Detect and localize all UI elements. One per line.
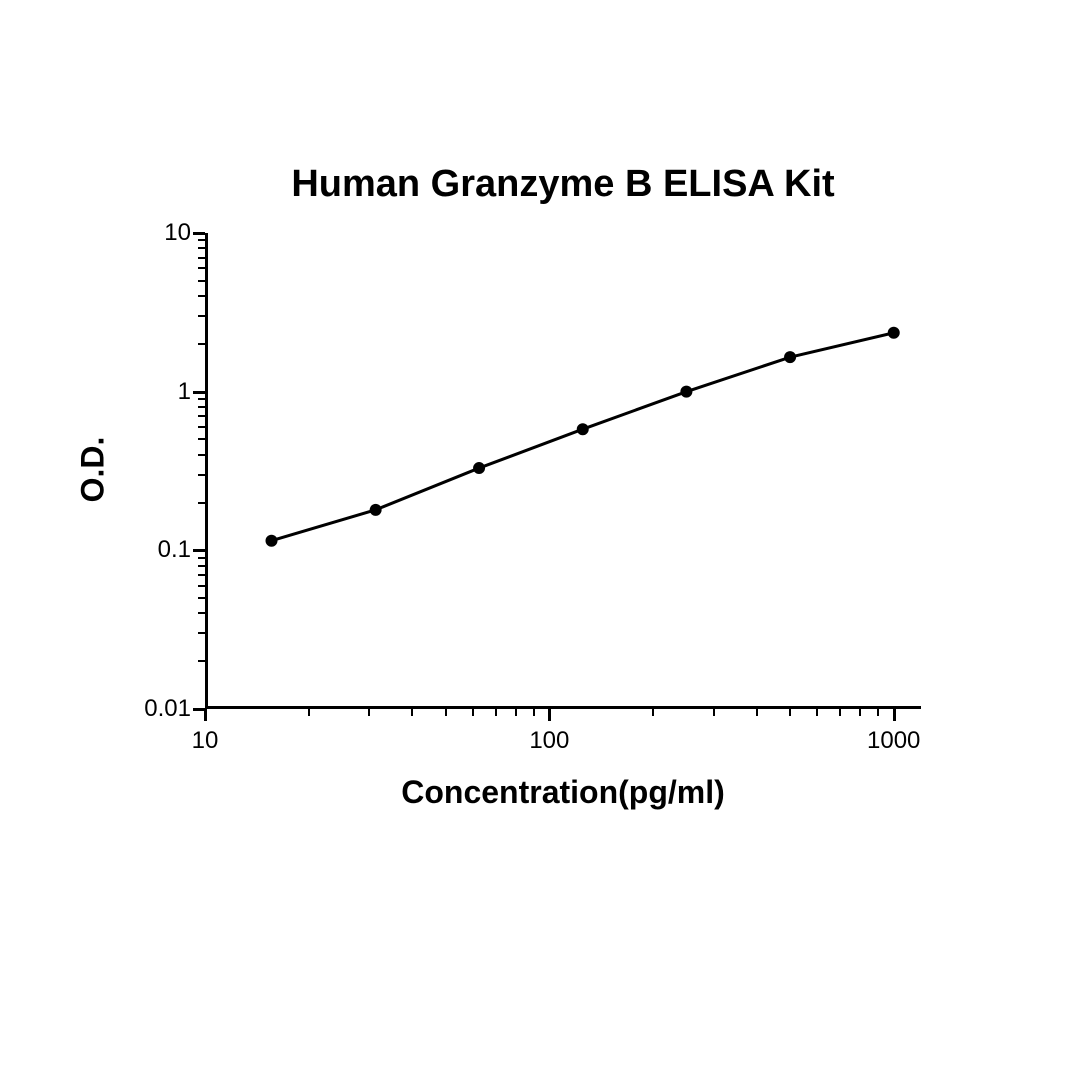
data-marker — [577, 423, 589, 435]
tick-mark — [495, 709, 497, 716]
tick-mark — [198, 557, 205, 559]
data-line — [272, 333, 894, 541]
tick-mark — [198, 239, 205, 241]
tick-mark — [198, 280, 205, 282]
tick-mark — [198, 267, 205, 269]
tick-mark — [198, 565, 205, 567]
tick-mark — [198, 398, 205, 400]
tick-mark — [198, 474, 205, 476]
tick-mark — [445, 709, 447, 716]
tick-mark — [198, 426, 205, 428]
tick-mark — [756, 709, 758, 716]
tick-mark — [472, 709, 474, 716]
tick-mark — [198, 257, 205, 259]
data-marker — [473, 462, 485, 474]
tick-mark — [198, 612, 205, 614]
tick-mark — [198, 597, 205, 599]
tick-mark — [198, 660, 205, 662]
tick-mark — [198, 585, 205, 587]
data-marker — [680, 386, 692, 398]
tick-label: 1 — [111, 378, 191, 406]
tick-mark — [193, 232, 205, 235]
tick-mark — [859, 709, 861, 716]
tick-mark — [198, 247, 205, 249]
tick-mark — [198, 574, 205, 576]
tick-mark — [198, 632, 205, 634]
tick-mark — [198, 295, 205, 297]
data-marker — [266, 535, 278, 547]
tick-mark — [893, 709, 896, 721]
tick-mark — [198, 315, 205, 317]
data-marker — [370, 504, 382, 516]
tick-mark — [193, 708, 205, 711]
tick-mark — [652, 709, 654, 716]
tick-mark — [411, 709, 413, 716]
tick-mark — [193, 549, 205, 552]
tick-mark — [198, 406, 205, 408]
tick-mark — [515, 709, 517, 716]
tick-label: 10 — [165, 727, 245, 755]
tick-mark — [198, 415, 205, 417]
tick-mark — [368, 709, 370, 716]
tick-label: 10 — [111, 219, 191, 247]
tick-mark — [789, 709, 791, 716]
tick-mark — [548, 709, 551, 721]
tick-mark — [198, 502, 205, 504]
tick-mark — [713, 709, 715, 716]
tick-label: 1000 — [854, 727, 934, 755]
tick-mark — [877, 709, 879, 716]
tick-mark — [308, 709, 310, 716]
tick-mark — [198, 454, 205, 456]
tick-label: 100 — [509, 727, 589, 755]
data-marker — [784, 351, 796, 363]
tick-mark — [193, 391, 205, 394]
tick-mark — [533, 709, 535, 716]
tick-mark — [839, 709, 841, 716]
tick-mark — [198, 343, 205, 345]
data-marker — [888, 327, 900, 339]
tick-label: 0.01 — [111, 695, 191, 723]
tick-label: 0.1 — [111, 536, 191, 564]
tick-mark — [816, 709, 818, 716]
tick-mark — [198, 438, 205, 440]
